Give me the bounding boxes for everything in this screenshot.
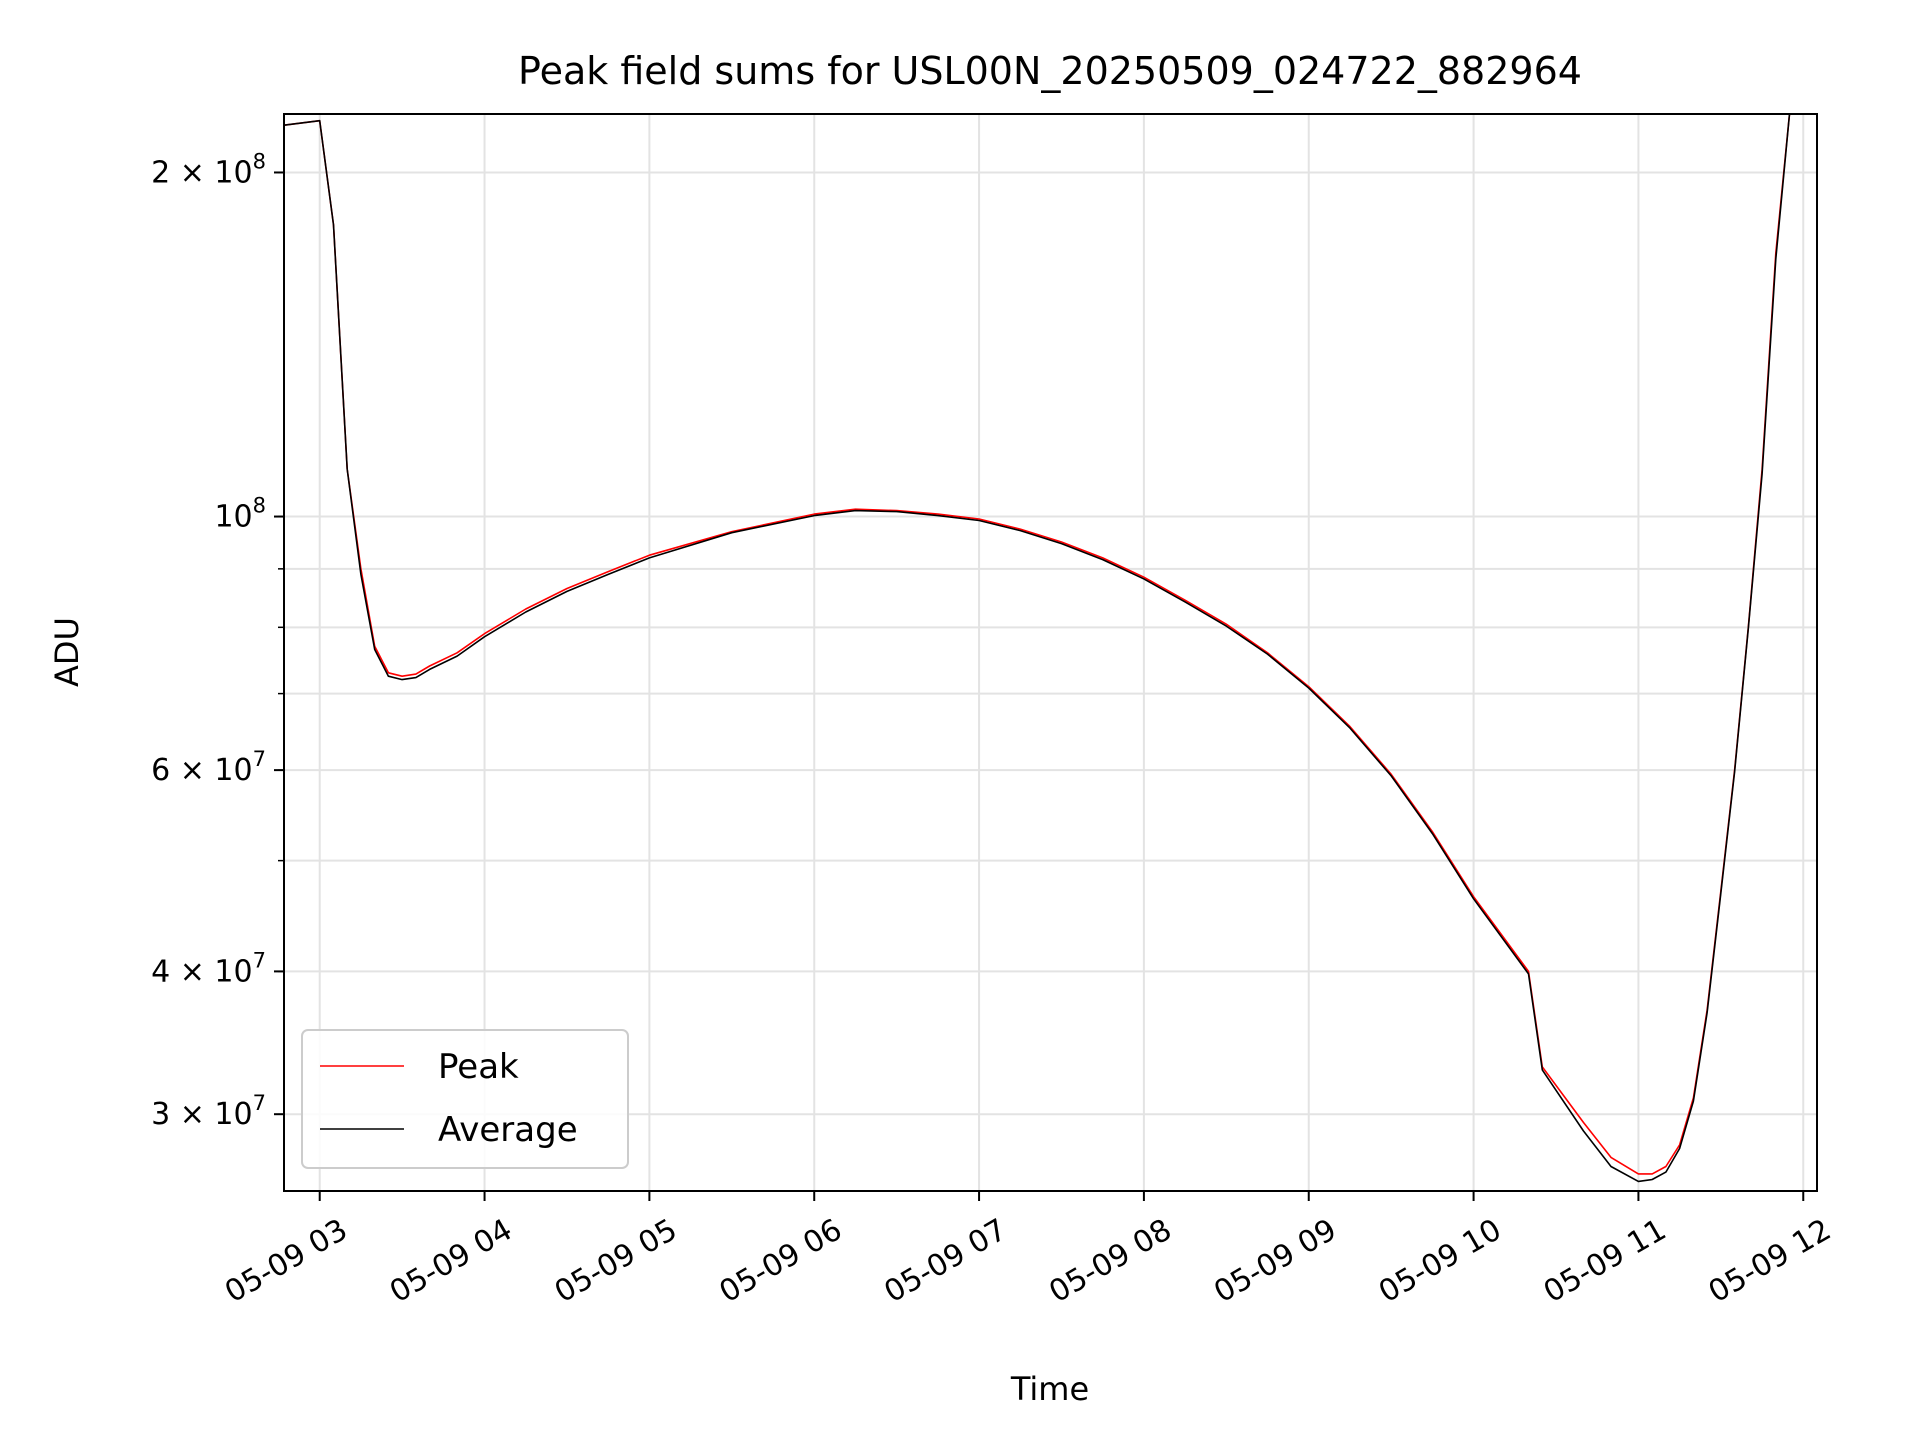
series-line-peak [283,113,1791,1175]
legend-box [301,1029,629,1169]
y-tick-label: 6 × 107 [151,747,266,788]
x-axis-label: Time [1010,1370,1089,1408]
y-tick-label: 4 × 107 [151,948,266,989]
legend-label-peak: Peak [438,1047,519,1087]
y-tick-label: 3 × 107 [151,1091,266,1132]
legend-label-average: Average [438,1110,578,1150]
chart-title: Peak field sums for USL00N_20250509_0247… [518,49,1582,93]
y-axis-label: ADU [48,617,86,687]
y-tick-label: 2 × 108 [151,149,266,190]
legend: Peak Average [301,1029,629,1169]
y-tick-label: 108 [214,494,266,535]
plot-frame [283,113,1818,1192]
series-layer [283,113,1791,1183]
series-line-average [283,113,1791,1183]
